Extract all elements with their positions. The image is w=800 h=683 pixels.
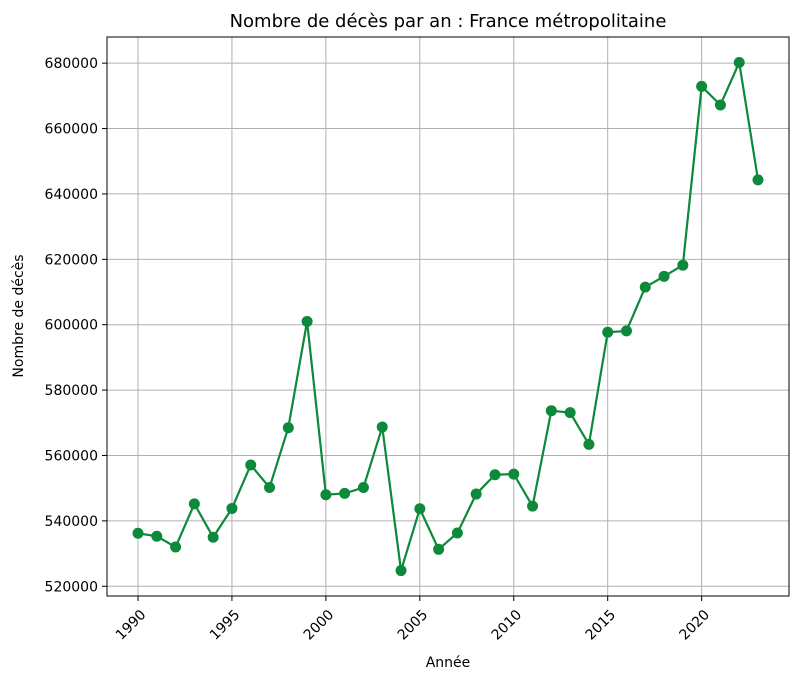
x-tick-label: 2000 [301, 607, 338, 644]
data-point [733, 57, 745, 68]
data-point [620, 325, 632, 337]
grid [107, 37, 789, 596]
x-tick-label: 1995 [207, 607, 244, 644]
data-point [433, 543, 445, 555]
y-tick-label: 520000 [45, 579, 98, 595]
y-tick-label: 620000 [45, 252, 98, 268]
x-axis-label: Année [426, 655, 471, 671]
series-line [137, 58, 760, 571]
data-point [489, 469, 501, 481]
data-point [320, 489, 332, 501]
data-point [696, 80, 708, 92]
data-point [470, 488, 482, 500]
x-tick-label: 2010 [489, 607, 526, 644]
data-point [602, 326, 614, 338]
data-point [188, 498, 200, 510]
data-point [395, 565, 407, 577]
x-tick-label: 2020 [677, 607, 714, 644]
chart-title: Nombre de décès par an : France métropol… [230, 11, 667, 32]
data-point [357, 482, 369, 494]
series [132, 57, 764, 577]
data-point [414, 503, 426, 515]
data-point [339, 487, 351, 499]
y-tick-label: 560000 [45, 448, 98, 464]
data-point [527, 500, 539, 512]
y-tick-label: 580000 [45, 383, 98, 399]
data-point [376, 421, 388, 433]
data-point [714, 99, 726, 111]
y-axis-label: Nombre de décès [11, 254, 27, 377]
data-point [170, 541, 182, 553]
data-point [583, 438, 595, 450]
y-tick-label: 660000 [45, 122, 98, 138]
data-point [264, 482, 276, 494]
x-tick-label: 2005 [395, 607, 432, 644]
data-point [226, 502, 238, 514]
y-tick-label: 540000 [45, 514, 98, 530]
data-point [545, 405, 557, 417]
data-point [132, 527, 144, 539]
data-point [564, 407, 576, 419]
data-point [301, 315, 313, 327]
data-point [451, 527, 463, 539]
data-point [677, 259, 689, 271]
data-point [508, 468, 520, 480]
x-tick-label: 1990 [113, 607, 150, 644]
data-point [245, 459, 257, 471]
plot-frame [106, 36, 790, 597]
x-tick-label: 2015 [583, 607, 620, 644]
y-tick-label: 680000 [45, 56, 98, 72]
data-point [207, 531, 219, 543]
data-point [639, 281, 651, 293]
data-point [658, 270, 670, 282]
data-point [752, 174, 764, 186]
y-tick-label: 600000 [45, 318, 98, 334]
data-point [282, 422, 294, 434]
y-tick-label: 640000 [45, 187, 98, 203]
data-point [151, 530, 163, 542]
axis-ticks: 1990 1995 2000 2005 2010 2015 2020 520000 540000… [45, 56, 714, 643]
